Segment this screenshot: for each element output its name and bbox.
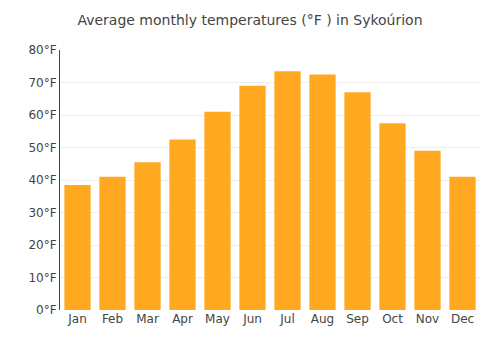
svg-text:Jun: Jun — [242, 312, 262, 326]
svg-text:20°F: 20°F — [28, 238, 56, 252]
svg-text:May: May — [205, 312, 230, 326]
svg-text:60°F: 60°F — [28, 108, 56, 122]
svg-text:Sep: Sep — [346, 312, 369, 326]
svg-text:80°F: 80°F — [28, 43, 56, 57]
svg-text:Nov: Nov — [416, 312, 439, 326]
svg-text:Feb: Feb — [102, 312, 123, 326]
svg-text:Dec: Dec — [451, 312, 474, 326]
svg-text:Jul: Jul — [279, 312, 294, 326]
svg-text:0°F: 0°F — [36, 303, 57, 317]
svg-text:30°F: 30°F — [28, 206, 56, 220]
svg-text:Average monthly temperatures (: Average monthly temperatures (°F ) in Sy… — [77, 12, 422, 28]
svg-text:40°F: 40°F — [28, 173, 56, 187]
svg-text:Jan: Jan — [67, 312, 87, 326]
svg-text:10°F: 10°F — [28, 271, 56, 285]
svg-text:Aug: Aug — [311, 312, 334, 326]
svg-text:50°F: 50°F — [28, 141, 56, 155]
svg-text:Oct: Oct — [382, 312, 403, 326]
svg-text:Apr: Apr — [172, 312, 193, 326]
svg-text:70°F: 70°F — [28, 76, 56, 90]
svg-text:Mar: Mar — [136, 312, 159, 326]
